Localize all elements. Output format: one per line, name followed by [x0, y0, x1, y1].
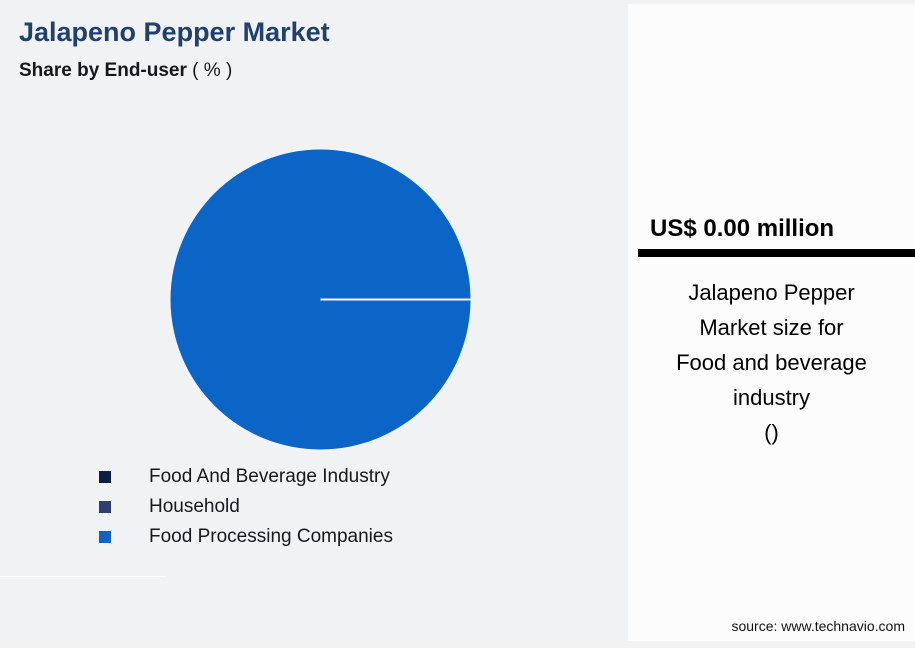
- chart-area: Jalapeno Pepper Market Share by End-user…: [0, 17, 599, 577]
- legend-item-food-processing-companies[interactable]: Food Processing Companies: [99, 522, 599, 552]
- legend-item-label: Food Processing Companies: [149, 526, 393, 547]
- panel-caption: Jalapeno Pepper Market size for Food and b…: [638, 275, 905, 450]
- side-panel: US$ 0.00 million Jalapeno Pepper Market s…: [628, 4, 915, 641]
- legend-color-swatch-icon: [99, 531, 111, 543]
- chart-subtitle-main: Share by End-user: [19, 60, 187, 81]
- legend-item-label: Household: [149, 496, 240, 517]
- page-title: Jalapeno Pepper Market: [19, 17, 330, 47]
- panel-divider: [638, 249, 915, 257]
- legend-item-food-and-beverage-industry[interactable]: Food And Beverage Industry: [99, 462, 599, 492]
- panel-caption-line: Jalapeno Pepper: [688, 280, 855, 305]
- chart-legend: Food And Beverage Industry Household Foo…: [99, 462, 599, 552]
- panel-caption-line: Food and beverage: [676, 350, 867, 375]
- legend-color-swatch-icon: [99, 501, 111, 513]
- panel-caption-line: Market size for: [699, 315, 844, 340]
- divider: [0, 576, 165, 577]
- panel-caption-line: industry: [732, 385, 811, 410]
- panel-caption-line: (): [764, 420, 779, 445]
- legend-item-label: Food And Beverage Industry: [149, 466, 390, 487]
- source-label: source: www.technavio.com: [731, 618, 905, 634]
- pie-chart: [170, 149, 471, 450]
- legend-color-swatch-icon: [99, 471, 111, 483]
- chart-subtitle-unit: ( % ): [192, 60, 233, 81]
- chart-subtitle: Share by End-user ( % ): [19, 60, 232, 82]
- pie-chart-svg: [170, 149, 471, 450]
- legend-item-household[interactable]: Household: [99, 492, 599, 522]
- pie-slices: [170, 149, 471, 450]
- market-value: US$ 0.00 million: [650, 215, 835, 242]
